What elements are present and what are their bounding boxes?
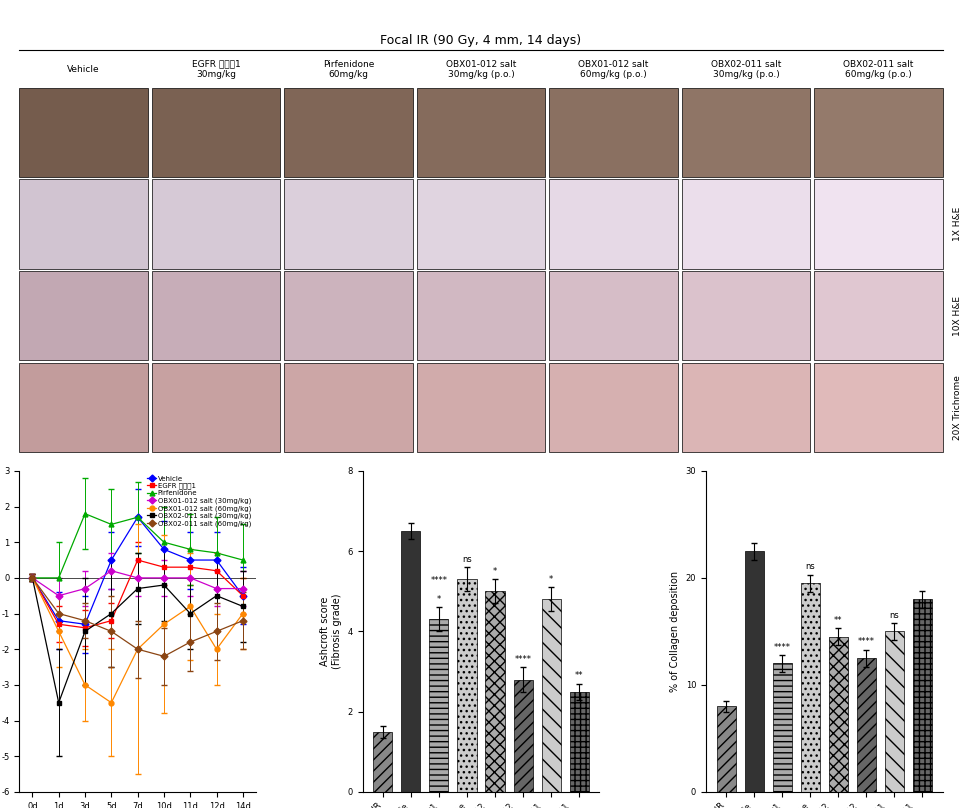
Text: *: *: [436, 595, 441, 604]
Text: ****: ****: [857, 638, 874, 646]
Text: ns: ns: [804, 562, 814, 571]
FancyBboxPatch shape: [19, 271, 148, 360]
Text: ns: ns: [889, 611, 899, 620]
Text: Vehicle: Vehicle: [67, 65, 100, 74]
FancyBboxPatch shape: [283, 87, 412, 177]
FancyBboxPatch shape: [681, 179, 809, 268]
FancyBboxPatch shape: [283, 271, 412, 360]
FancyBboxPatch shape: [283, 179, 412, 268]
Text: OBX01-012 salt
60mg/kg (p.o.): OBX01-012 salt 60mg/kg (p.o.): [578, 60, 648, 79]
Bar: [373, 732, 392, 792]
FancyBboxPatch shape: [549, 363, 678, 452]
FancyBboxPatch shape: [416, 271, 545, 360]
Bar: [744, 551, 763, 792]
Text: 1X H&E: 1X H&E: [952, 207, 961, 241]
Bar: [800, 583, 819, 792]
FancyBboxPatch shape: [416, 363, 545, 452]
Text: OBX01-012 salt
30mg/kg (p.o.): OBX01-012 salt 30mg/kg (p.o.): [445, 60, 516, 79]
Bar: [828, 637, 847, 792]
FancyBboxPatch shape: [19, 363, 148, 452]
Bar: [513, 680, 532, 792]
FancyBboxPatch shape: [152, 271, 280, 360]
Bar: [716, 706, 735, 792]
FancyBboxPatch shape: [813, 363, 942, 452]
FancyBboxPatch shape: [152, 179, 280, 268]
Bar: [856, 658, 875, 792]
Text: *: *: [549, 575, 553, 584]
Bar: [772, 663, 791, 792]
Text: ****: ****: [773, 642, 790, 652]
FancyBboxPatch shape: [681, 87, 809, 177]
Bar: [457, 579, 476, 792]
FancyBboxPatch shape: [549, 271, 678, 360]
FancyBboxPatch shape: [681, 271, 809, 360]
Text: **: **: [833, 616, 842, 625]
Bar: [485, 591, 504, 792]
Text: *: *: [492, 567, 497, 576]
Text: 10X H&E: 10X H&E: [952, 296, 961, 336]
Text: OBX02-011 salt
60mg/kg (p.o.): OBX02-011 salt 60mg/kg (p.o.): [843, 60, 913, 79]
FancyBboxPatch shape: [283, 363, 412, 452]
FancyBboxPatch shape: [813, 179, 942, 268]
Text: EGFR 저해제1
30mg/kg: EGFR 저해제1 30mg/kg: [191, 60, 240, 79]
Text: 20X Trichrome: 20X Trichrome: [952, 375, 961, 440]
Text: Pirfenidone
60mg/kg: Pirfenidone 60mg/kg: [323, 60, 374, 79]
Legend: Vehicle, EGFR 저해제1, Pirfenidone, OBX01-012 salt (30mg/kg), OBX01-012 salt (60mg/: Vehicle, EGFR 저해제1, Pirfenidone, OBX01-0…: [146, 474, 253, 528]
FancyBboxPatch shape: [19, 179, 148, 268]
Text: **: **: [575, 671, 582, 680]
FancyBboxPatch shape: [681, 363, 809, 452]
Bar: [569, 692, 588, 792]
FancyBboxPatch shape: [416, 87, 545, 177]
Bar: [401, 531, 420, 792]
FancyBboxPatch shape: [813, 271, 942, 360]
Y-axis label: % of Collagen deposition: % of Collagen deposition: [670, 570, 679, 692]
Bar: [541, 600, 560, 792]
FancyBboxPatch shape: [152, 87, 280, 177]
Text: Focal IR (90 Gy, 4 mm, 14 days): Focal IR (90 Gy, 4 mm, 14 days): [380, 34, 581, 47]
Bar: [429, 619, 448, 792]
Text: OBX02-011 salt
30mg/kg (p.o.): OBX02-011 salt 30mg/kg (p.o.): [710, 60, 780, 79]
FancyBboxPatch shape: [19, 87, 148, 177]
FancyBboxPatch shape: [152, 363, 280, 452]
Y-axis label: Ashcroft score
(Fibrosis grade): Ashcroft score (Fibrosis grade): [320, 594, 341, 669]
FancyBboxPatch shape: [549, 179, 678, 268]
FancyBboxPatch shape: [416, 179, 545, 268]
Bar: [912, 600, 931, 792]
Bar: [884, 631, 903, 792]
Text: ****: ****: [514, 655, 531, 664]
FancyBboxPatch shape: [813, 87, 942, 177]
FancyBboxPatch shape: [549, 87, 678, 177]
Text: ****: ****: [430, 576, 447, 585]
Text: ns: ns: [461, 555, 471, 564]
